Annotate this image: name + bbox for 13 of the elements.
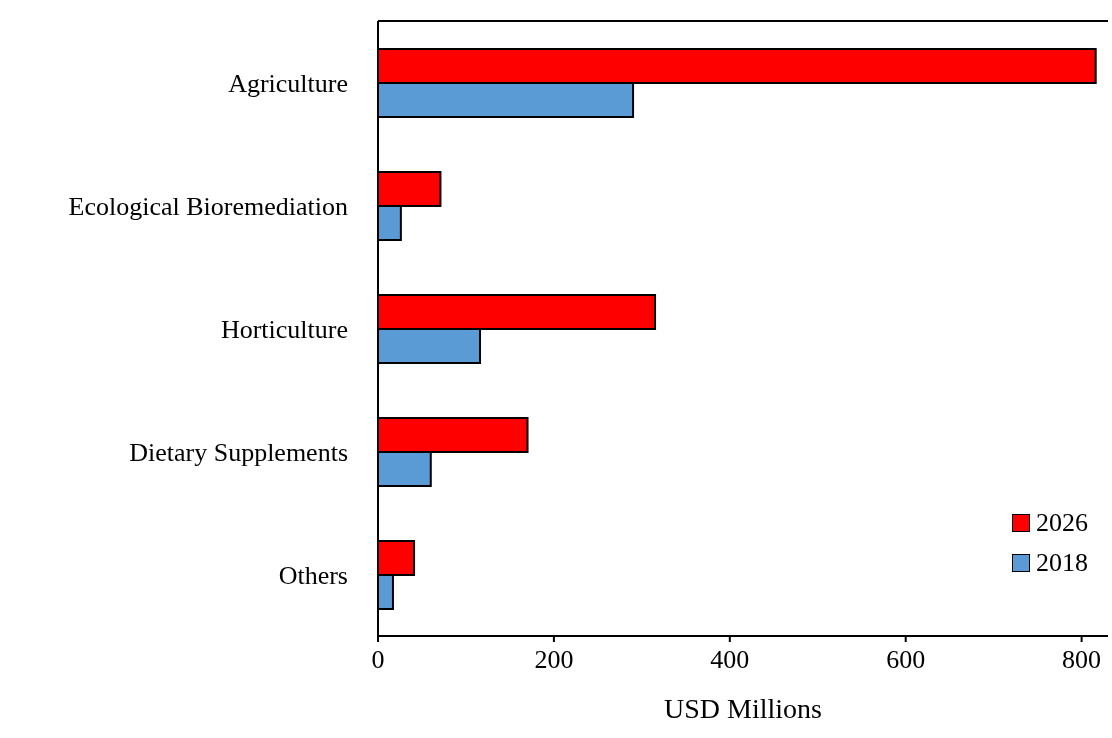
legend-label: 2026: [1036, 508, 1088, 538]
y-tick-label: Ecological Bioremediation: [68, 191, 348, 221]
y-tick-label: Agriculture: [228, 68, 348, 98]
x-tick-label: 600: [886, 645, 926, 675]
x-tick-label: 200: [534, 645, 574, 675]
x-tick-label: 800: [1062, 645, 1102, 675]
y-tick-label: Others: [278, 560, 348, 590]
x-axis-title: USD Millions: [664, 693, 822, 724]
y-tick-label: Dietary Supplements: [129, 437, 348, 467]
legend-label: 2018: [1036, 548, 1088, 578]
y-tick-label: Horticulture: [220, 314, 348, 344]
x-tick-label: 0: [371, 645, 385, 675]
x-tick-label: 400: [710, 645, 750, 675]
